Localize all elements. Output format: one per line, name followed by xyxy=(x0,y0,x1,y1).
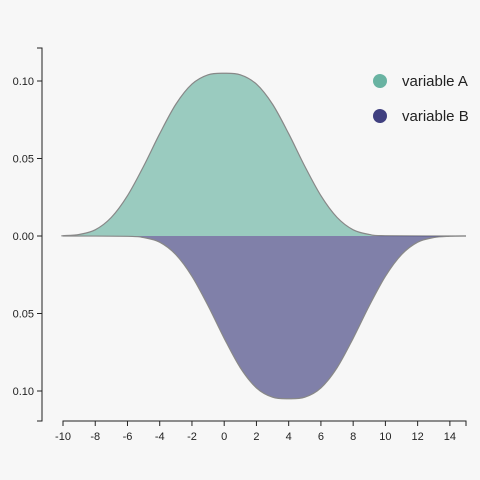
y-axis: 0.10 0.05 0.00 0.05 0.10 xyxy=(13,47,43,422)
legend-swatch xyxy=(373,74,387,88)
x-tick-label: 10 xyxy=(379,431,391,443)
area-outline-variable-a xyxy=(61,72,467,237)
legend-label: variable B xyxy=(402,108,469,125)
x-tick-label: 14 xyxy=(444,431,456,443)
x-tick-label: -8 xyxy=(90,431,100,443)
y-tick-label: 0.10 xyxy=(13,76,34,88)
x-tick-label: 12 xyxy=(412,431,424,443)
x-tick-label: -6 xyxy=(123,431,133,443)
x-tick-label: -4 xyxy=(155,431,165,443)
x-tick-label: 6 xyxy=(318,431,324,443)
x-tick-label: 0 xyxy=(221,431,227,443)
y-tick-label: 0.05 xyxy=(13,309,34,321)
legend-label: variable A xyxy=(402,73,468,90)
x-tick-label: 2 xyxy=(253,431,259,443)
x-tick-label: 8 xyxy=(350,431,356,443)
y-tick-label: 0.05 xyxy=(13,154,34,166)
legend-swatch xyxy=(373,109,387,123)
x-tick-label: -10 xyxy=(55,431,71,443)
legend: variable A variable B xyxy=(373,73,469,125)
x-tick-label: 4 xyxy=(286,431,292,443)
x-tick-label: -2 xyxy=(187,431,197,443)
area-variable-a xyxy=(61,73,466,236)
y-tick-label: 0.00 xyxy=(13,231,34,243)
x-axis: -10 -8 -6 -4 -2 0 2 4 6 8 10 12 14 xyxy=(55,420,467,443)
y-axis-line xyxy=(37,47,43,422)
area-outline-variable-b xyxy=(62,235,467,400)
area-variable-b xyxy=(63,236,466,399)
x-axis-line xyxy=(62,420,467,426)
y-tick-label: 0.10 xyxy=(13,386,34,398)
areas-layer xyxy=(61,72,467,400)
